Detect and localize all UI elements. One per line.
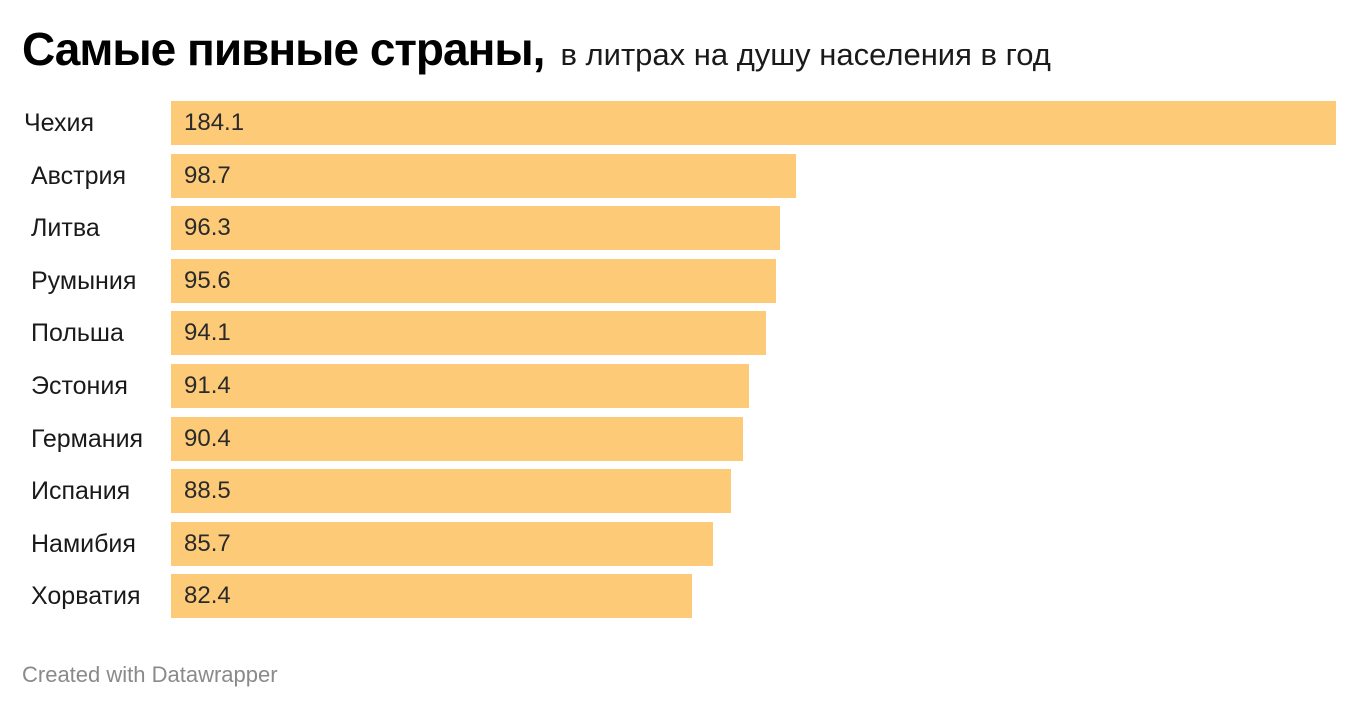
- category-label: Германия: [31, 424, 144, 453]
- value-label: 98.7: [184, 161, 231, 189]
- value-label: 85.7: [184, 529, 231, 557]
- bar-row: Румыния 95.6: [0, 258, 1360, 303]
- bar-row: Австрия 98.7: [0, 153, 1360, 198]
- bar-row: Эстония 91.4: [0, 364, 1360, 408]
- value-label: 184.1: [184, 109, 245, 136]
- bar[interactable]: [171, 258, 776, 303]
- chart-header: Самые пивные страны, в литрах на душу нас…: [22, 22, 1051, 76]
- category-label: Хорватия: [31, 582, 141, 611]
- category-label: Испания: [31, 477, 131, 506]
- datawrapper-credit[interactable]: Created with Datawrapper: [22, 662, 278, 687]
- category-label: Намибия: [31, 529, 136, 558]
- bar-row: Польша 94.1: [0, 311, 1360, 356]
- bar[interactable]: [171, 469, 732, 514]
- category-label: Литва: [31, 214, 100, 243]
- bar-row: Германия 90.4: [0, 416, 1360, 461]
- category-label: Эстония: [31, 372, 128, 400]
- bar-row: Намибия 85.7: [0, 521, 1360, 566]
- value-label: 95.6: [184, 266, 231, 294]
- bar-row: Хорватия 82.4: [0, 574, 1360, 619]
- chart-title: Самые пивные страны,: [22, 23, 545, 75]
- bar[interactable]: [171, 364, 750, 408]
- bar[interactable]: [171, 311, 767, 356]
- value-label: 82.4: [184, 582, 231, 610]
- bar[interactable]: [171, 206, 781, 251]
- value-label: 94.1: [184, 319, 231, 347]
- bar[interactable]: [171, 153, 796, 198]
- bar-row: Литва 96.3: [0, 206, 1360, 251]
- bar[interactable]: [171, 521, 714, 566]
- category-label: Польша: [31, 319, 124, 348]
- value-label: 91.4: [184, 372, 231, 399]
- value-label: 88.5: [184, 477, 231, 505]
- chart-subtitle: в литрах на душу населения в год: [560, 37, 1051, 72]
- value-label: 96.3: [184, 214, 231, 242]
- category-label: Австрия: [31, 161, 127, 190]
- bar-row: Чехия 184.1: [0, 101, 1360, 145]
- bar[interactable]: [171, 574, 693, 619]
- category-label: Румыния: [31, 266, 137, 295]
- bar[interactable]: [171, 416, 744, 461]
- category-label: Чехия: [24, 109, 95, 137]
- bar[interactable]: [171, 101, 1336, 145]
- bar-row: Испания 88.5: [0, 469, 1360, 514]
- value-label: 90.4: [184, 424, 231, 452]
